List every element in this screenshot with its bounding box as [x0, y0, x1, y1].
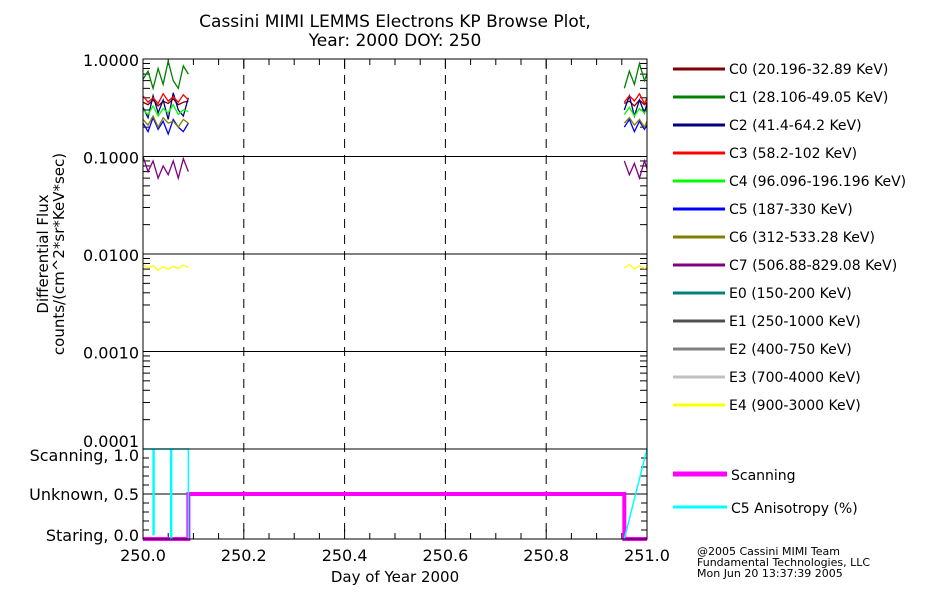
chart-subtitle: Year: 2000 DOY: 250 [308, 31, 482, 51]
legend-label: E1 (250-1000 KeV) [729, 314, 861, 330]
y2-tick-label: Staring, 0.0 [46, 526, 139, 545]
series-line-c0 [142, 97, 189, 107]
series-line-e4 [142, 263, 189, 272]
x-tick-label: 250.8 [523, 546, 569, 565]
company-line: Fundamental Technologies, LLC [697, 556, 870, 569]
x-tick-label: 251.0 [624, 546, 670, 565]
legend-label: C4 (96.096-196.196 KeV) [729, 174, 906, 190]
x-axis-label: Day of Year 2000 [331, 568, 459, 586]
y-axis-label: Differential Flux [34, 194, 52, 313]
series-line-c7 [623, 158, 648, 181]
legend-label: E2 (400-750 KeV) [729, 342, 852, 358]
series-line-c5 [623, 118, 648, 134]
y-tick-label: 0.0100 [83, 246, 139, 265]
series-line-c5 [142, 115, 189, 136]
y-tick-label: 0.1000 [83, 149, 139, 168]
y2-tick-label: Scanning, 1.0 [30, 446, 139, 465]
series-line-e4 [623, 263, 648, 270]
series-line-c4 [142, 103, 189, 118]
legend-label: E3 (700-4000 KeV) [729, 370, 861, 386]
series-line-c6 [623, 116, 648, 129]
legend-label: E0 (150-200 KeV) [729, 286, 852, 302]
chart-title: Cassini MIMI LEMMS Electrons KP Browse P… [199, 12, 591, 32]
lower-plot-frame [142, 448, 648, 540]
legend-label: C7 (506.88-829.08 KeV) [729, 258, 897, 274]
x-tick-label: 250.2 [221, 546, 267, 565]
x-tick-label: 250.0 [120, 546, 166, 565]
series-line-c7 [142, 156, 189, 181]
copyright-line: @2005 Cassini MIMI Team [697, 545, 840, 558]
x-tick-label: 250.4 [322, 546, 368, 565]
series-line-c3 [623, 92, 648, 105]
series-line-c6 [142, 114, 189, 129]
y-tick-label: 0.0010 [83, 344, 139, 363]
series-line-c1 [142, 61, 189, 91]
legend-label: C5 Anisotropy (%) [731, 501, 858, 517]
series-line-c0 [624, 99, 648, 107]
series-line-scanning [143, 492, 647, 541]
legend-label: Scanning [731, 468, 796, 484]
legend-label: C0 (20.196-32.89 KeV) [729, 62, 888, 78]
series-line-c2 [623, 93, 648, 119]
y-tick-label: 1.0000 [83, 51, 139, 70]
x-tick-label: 250.6 [422, 546, 468, 565]
series-line-c4 [623, 106, 648, 118]
y-tick-label: 0.0001 [83, 432, 139, 451]
legend-label: C2 (41.4-64.2 KeV) [729, 118, 862, 134]
legend-label: E4 (900-3000 KeV) [729, 398, 861, 414]
legend-label: C6 (312-533.28 KeV) [729, 230, 875, 246]
series-line-c1 [623, 60, 648, 89]
legend-label: C3 (58.2-102 KeV) [729, 146, 857, 162]
y-axis-label-units: counts/(cm^2*sr*KeV*sec) [50, 153, 68, 355]
timestamp-line: Mon Jun 20 13:37:39 2005 [697, 567, 843, 580]
y2-tick-label: Unknown, 0.5 [29, 485, 139, 504]
legend-label: C5 (187-330 KeV) [729, 202, 853, 218]
series-line-c3 [142, 92, 189, 105]
legend-label: C1 (28.106-49.05 KeV) [729, 90, 888, 106]
